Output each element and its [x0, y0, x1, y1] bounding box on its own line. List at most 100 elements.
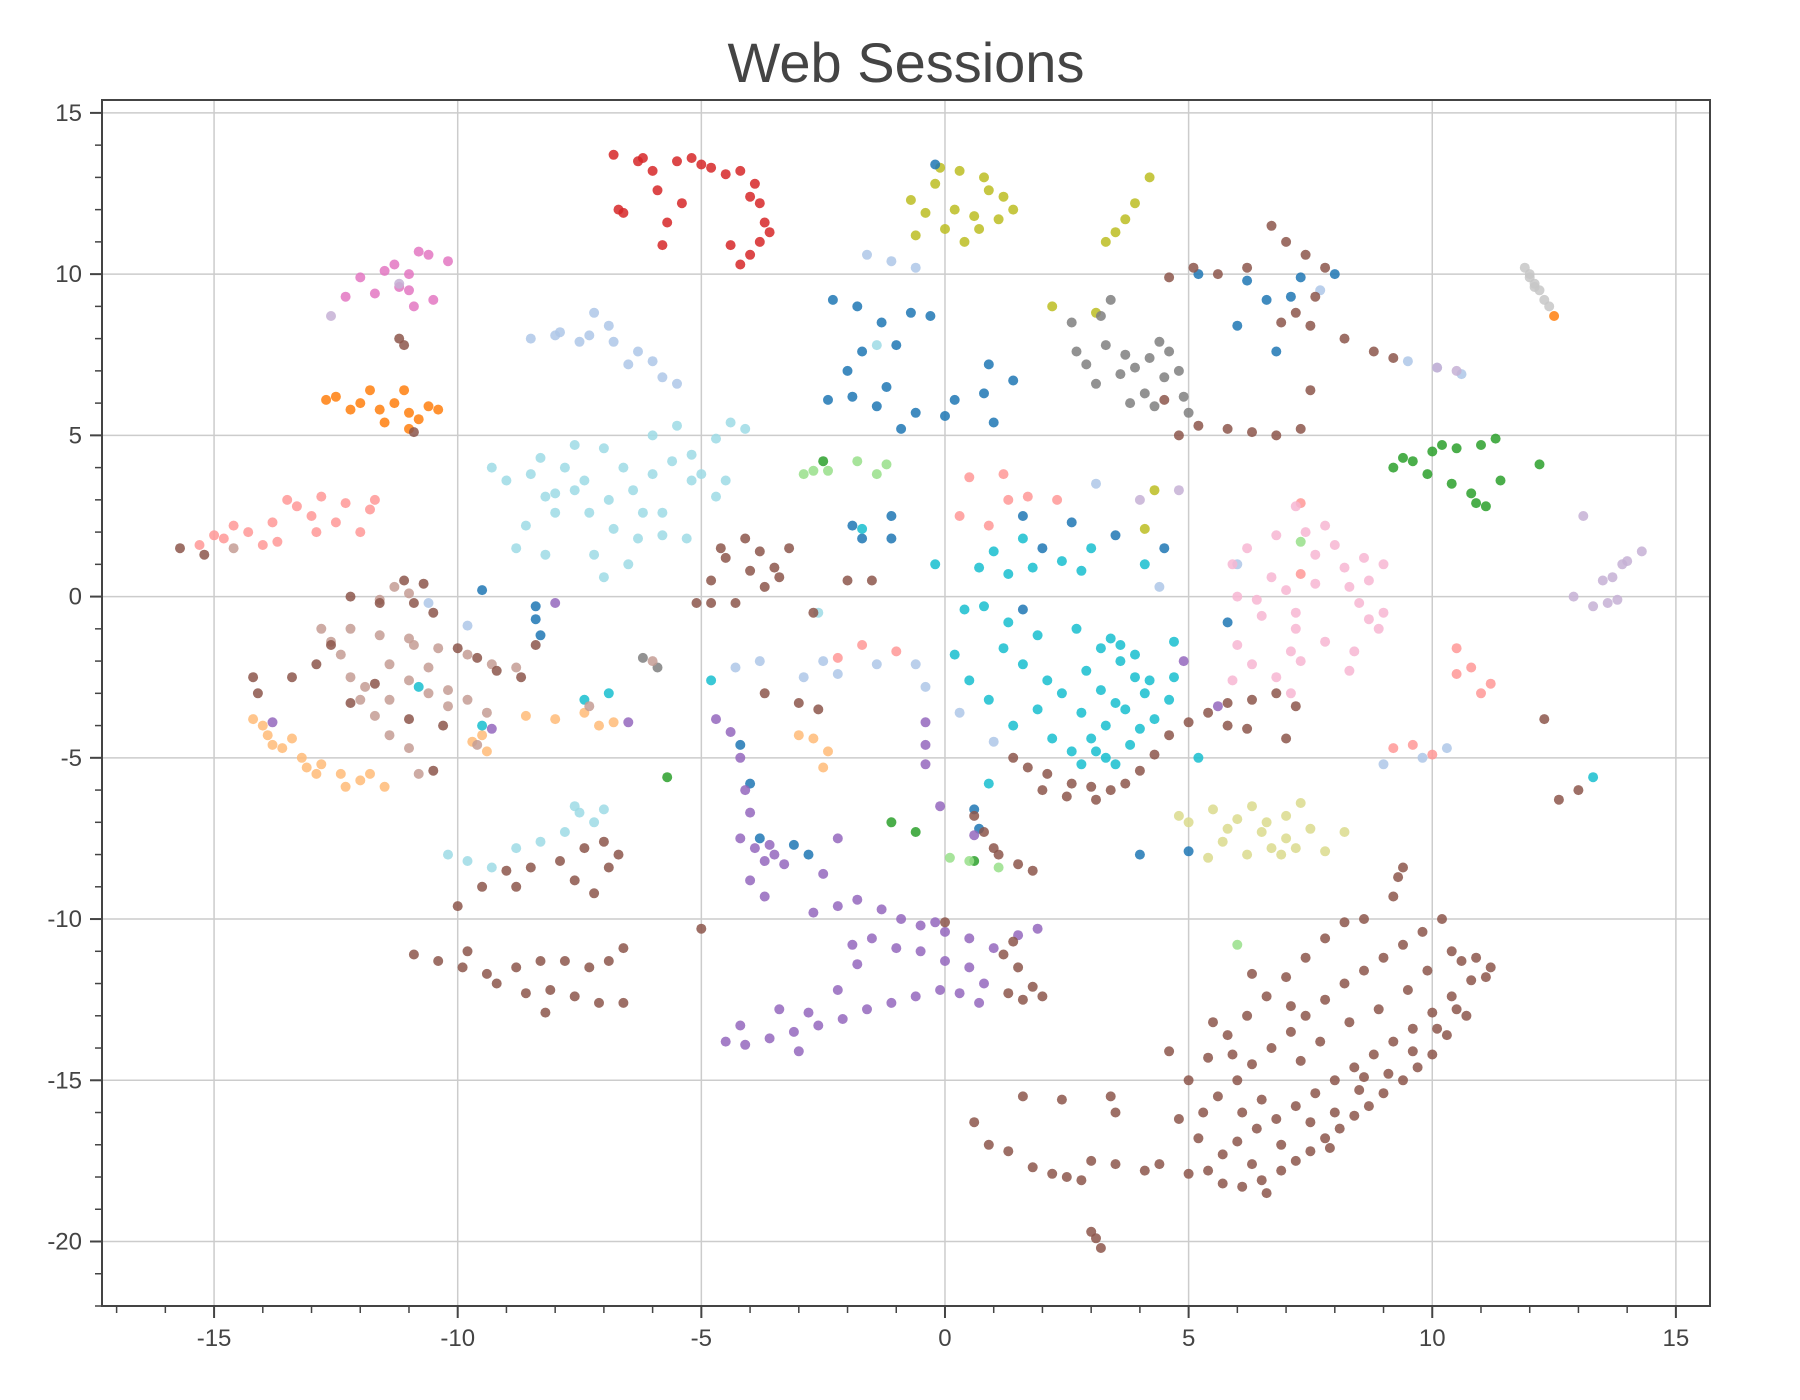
data-point: [1295, 656, 1306, 667]
data-point: [608, 523, 619, 534]
data-point: [613, 849, 624, 860]
data-point: [1149, 714, 1160, 725]
data-point: [745, 875, 756, 886]
point-cluster: [798, 456, 1306, 950]
data-point: [520, 710, 531, 721]
data-point: [1110, 759, 1121, 770]
data-point: [282, 494, 293, 505]
point-cluster: [1519, 262, 1555, 312]
data-point: [1261, 1188, 1272, 1199]
data-point: [1451, 443, 1462, 454]
data-point: [379, 781, 390, 792]
data-point: [1247, 1059, 1257, 1070]
data-point: [1120, 778, 1131, 789]
data-point: [998, 949, 1009, 960]
data-point: [1125, 398, 1136, 409]
data-point: [1159, 543, 1170, 554]
data-point: [720, 1036, 731, 1047]
data-point: [1232, 640, 1243, 650]
data-point: [832, 652, 843, 663]
data-point: [1169, 636, 1179, 647]
data-point: [1432, 1023, 1443, 1034]
data-point: [209, 530, 220, 541]
data-point: [1003, 988, 1014, 999]
data-point: [248, 714, 259, 725]
data-point: [1553, 794, 1564, 805]
data-point: [1290, 501, 1301, 512]
data-point: [379, 417, 390, 428]
data-point: [1222, 720, 1233, 731]
data-point: [652, 185, 663, 196]
data-point: [369, 678, 380, 689]
data-point: [408, 427, 419, 438]
data-point: [1378, 1088, 1389, 1099]
data-point: [983, 185, 994, 196]
data-point: [910, 262, 921, 273]
data-point: [545, 985, 556, 995]
data-point: [998, 469, 1009, 480]
data-point: [998, 191, 1009, 202]
data-point: [711, 491, 721, 502]
data-point: [267, 517, 278, 528]
data-point: [1017, 533, 1028, 544]
data-point: [1588, 772, 1599, 783]
data-point: [871, 340, 882, 351]
data-point: [1271, 430, 1282, 441]
data-point: [1227, 675, 1238, 686]
data-point: [608, 717, 619, 728]
data-point: [1310, 549, 1321, 560]
data-point: [827, 294, 838, 305]
data-point: [706, 162, 717, 173]
data-point: [584, 507, 595, 518]
data-point: [871, 659, 882, 670]
data-point: [369, 288, 380, 299]
data-point: [1037, 785, 1048, 796]
data-point: [501, 475, 512, 486]
data-point: [910, 407, 921, 418]
data-point: [998, 643, 1009, 654]
data-point: [1339, 978, 1350, 989]
data-point: [1378, 759, 1389, 770]
data-point: [1329, 540, 1340, 550]
data-point: [930, 159, 941, 170]
data-point: [852, 301, 863, 312]
point-cluster: [608, 149, 775, 270]
data-point: [1091, 746, 1101, 757]
data-point: [1471, 952, 1482, 963]
data-point: [808, 465, 819, 476]
data-point: [1056, 1094, 1067, 1105]
data-point: [1407, 456, 1418, 467]
data-point: [316, 623, 327, 634]
data-point: [520, 520, 531, 531]
data-point: [759, 891, 770, 902]
data-point: [277, 743, 288, 754]
data-point: [1417, 752, 1428, 763]
data-point: [1344, 1017, 1355, 1028]
data-point: [871, 401, 882, 412]
data-point: [720, 475, 731, 486]
data-point: [1110, 1107, 1121, 1118]
data-point: [579, 475, 590, 486]
data-point: [511, 543, 522, 554]
data-point: [1256, 1094, 1267, 1105]
data-point: [1022, 491, 1033, 502]
data-point: [1027, 865, 1038, 876]
data-point: [1281, 236, 1292, 247]
data-point: [486, 723, 497, 734]
data-point: [1281, 733, 1292, 744]
data-point: [1066, 746, 1077, 757]
data-point: [1432, 362, 1443, 373]
data-point: [608, 336, 619, 347]
data-point: [291, 501, 302, 512]
data-point: [1266, 843, 1277, 854]
data-point: [257, 720, 268, 731]
data-point: [1461, 1010, 1472, 1021]
data-point: [1378, 952, 1389, 963]
data-point: [740, 1039, 751, 1050]
data-point: [852, 959, 863, 970]
data-point: [1388, 891, 1399, 902]
data-point: [1115, 640, 1126, 650]
data-point: [1271, 346, 1282, 357]
data-point: [1441, 1030, 1452, 1041]
data-point: [1149, 485, 1160, 496]
